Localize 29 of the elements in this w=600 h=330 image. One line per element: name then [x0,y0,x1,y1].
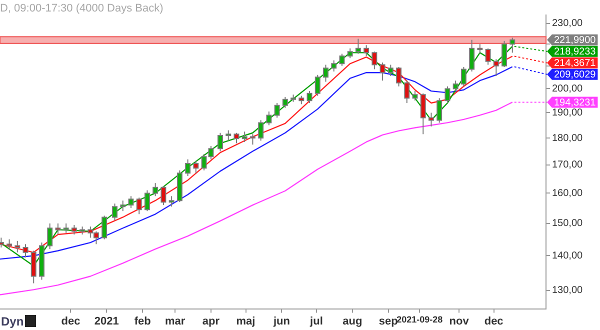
x-tick-label: nov [449,315,470,328]
x-tick-label: 2021-09-28 [396,314,443,325]
x-tick-label: jul [309,315,323,328]
x-tick-label: apr [202,315,220,328]
text: Dyn [1,314,24,328]
data-label: 214,3671 [554,58,596,70]
x-tick-label: maj [236,315,256,328]
data-label: 218,9233 [554,46,596,58]
x-tick-label: dec [61,315,80,328]
x-tick-label: sep [378,315,398,328]
x-tick-label: 2021 [94,315,119,328]
x-tick-label: mar [164,315,186,328]
y-tick-label: 190,00 [552,107,584,118]
text: 221,9900 [554,35,596,46]
x-tick-label: feb [134,315,152,328]
x-tick-label: aug [342,315,362,328]
y-tick-label: 200,00 [552,83,584,94]
y-tick-label: 150,00 [552,218,584,230]
y-tick-label: 130,00 [552,285,584,296]
x-tick-label: dec [484,315,504,328]
y-tick-label: 140,00 [552,250,584,262]
data-label: 194,3231 [554,97,596,108]
chart-title: D, 09:00-17:30 (4000 Days Back) [0,2,164,15]
x-tick-label: jun [272,315,290,328]
y-tick-label: 230,00 [552,18,584,30]
y-tick-label: 160,00 [552,188,584,199]
y-tick-label: 180,00 [552,132,584,144]
y-tick-label: 170,00 [552,160,584,171]
data-label: 209,6029 [554,70,596,81]
